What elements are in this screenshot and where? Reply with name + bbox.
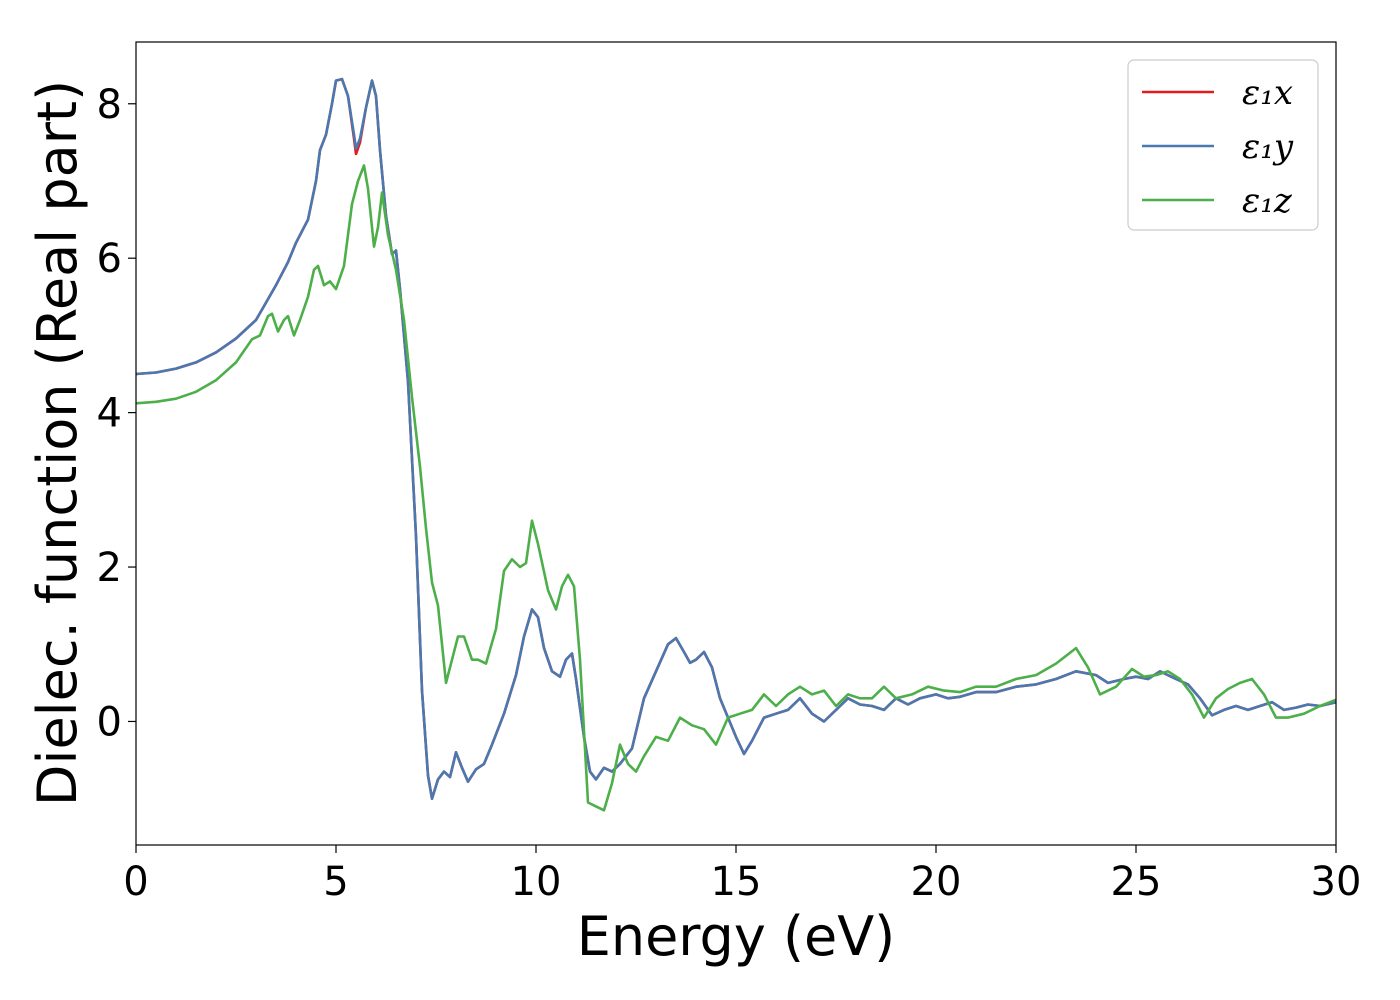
x-tick-label: 25 bbox=[1111, 859, 1162, 905]
x-tick-label: 20 bbox=[911, 859, 962, 905]
legend-label-2: ε₁y bbox=[1242, 127, 1294, 167]
x-axis-label: Energy (eV) bbox=[577, 905, 896, 968]
series-line-3 bbox=[135, 164, 1337, 812]
legend-label-3: ε₁z bbox=[1242, 181, 1293, 221]
y-tick-label: 6 bbox=[97, 236, 122, 282]
legend-box bbox=[1127, 59, 1319, 231]
lines-layer bbox=[135, 77, 1337, 812]
x-tick-label: 30 bbox=[1311, 859, 1362, 905]
ticks-layer: 0 5 10 15 20 25 30 0 2 4 6 8 bbox=[97, 82, 1362, 905]
legend-entries: ε₁x ε₁y ε₁z bbox=[1142, 73, 1294, 221]
x-tick-label: 0 bbox=[123, 859, 148, 905]
y-tick-label: 4 bbox=[97, 391, 122, 437]
x-tick-label: 5 bbox=[323, 859, 348, 905]
y-axis-label: Dielec. function (Real part) bbox=[26, 80, 89, 806]
x-tick-label: 15 bbox=[711, 859, 762, 905]
legend-label-1: ε₁x bbox=[1242, 73, 1293, 113]
legend: ε₁x ε₁y ε₁z bbox=[1127, 59, 1319, 231]
y-tick-label: 2 bbox=[97, 545, 122, 591]
plot-frame bbox=[135, 41, 1337, 846]
series-line-2 bbox=[135, 77, 1337, 800]
x-tick-label: 10 bbox=[511, 859, 562, 905]
y-tick-label: 8 bbox=[97, 82, 122, 128]
y-tick-label: 0 bbox=[97, 699, 122, 745]
